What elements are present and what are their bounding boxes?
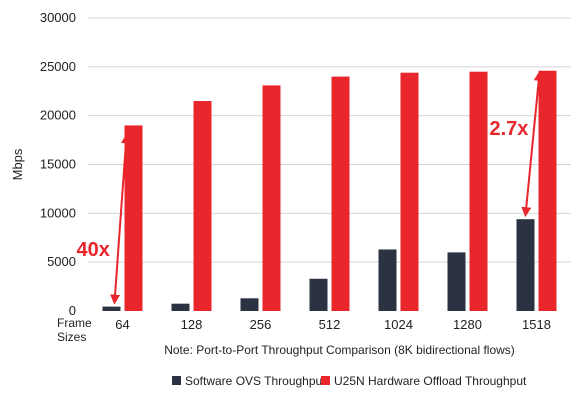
legend: Software OVS Throughput U25N Hardware Off… xyxy=(172,374,527,388)
bar-u25n-offload xyxy=(193,101,212,312)
bar-u25n-offload xyxy=(262,85,281,311)
x-axis-label-line-2: Sizes xyxy=(57,330,86,344)
bars xyxy=(102,70,557,312)
y-tick-label: 0 xyxy=(69,303,76,318)
y-axis-ticks: 0 5000 10000 15000 20000 25000 30000 xyxy=(40,10,76,318)
bar-software-ovs xyxy=(378,249,397,311)
y-tick-label: 30000 xyxy=(40,10,76,25)
bar-software-ovs xyxy=(309,278,328,311)
gridlines xyxy=(88,17,571,263)
ratio-arrow xyxy=(110,133,131,305)
ratio-arrow xyxy=(521,70,544,218)
legend-swatch xyxy=(172,376,181,385)
bar-u25n-offload xyxy=(538,70,557,312)
y-tick-label: 20000 xyxy=(40,108,76,123)
ratio-annotation: 40x xyxy=(77,239,110,261)
y-axis-label: Mbps xyxy=(10,148,25,180)
x-axis-ticks: 64 128 256 512 1024 1280 1518 xyxy=(115,317,551,332)
bar-software-ovs xyxy=(240,298,259,311)
bar-software-ovs xyxy=(516,219,535,311)
annotations: 40x 2.7x xyxy=(77,70,544,305)
x-tick-label: 64 xyxy=(115,317,129,332)
x-tick-label: 256 xyxy=(250,317,272,332)
x-tick-label: 1280 xyxy=(453,317,482,332)
bar-software-ovs xyxy=(447,252,466,311)
bar-u25n-offload xyxy=(469,71,488,311)
x-tick-label: 1518 xyxy=(522,317,551,332)
bar-u25n-offload xyxy=(331,76,350,311)
legend-label: U25N Hardware Offload Throughput xyxy=(334,374,527,388)
legend-label: Software OVS Throughput xyxy=(185,374,326,388)
x-axis-label-line-1: Frame xyxy=(57,316,92,330)
ratio-annotation: 2.7x xyxy=(490,118,529,140)
x-tick-label: 512 xyxy=(319,317,341,332)
x-tick-label: 128 xyxy=(181,317,203,332)
y-tick-label: 10000 xyxy=(40,205,76,220)
x-tick-label: 1024 xyxy=(384,317,413,332)
legend-swatch xyxy=(321,376,330,385)
y-tick-label: 5000 xyxy=(47,254,76,269)
bar-u25n-offload xyxy=(400,72,419,312)
y-tick-label: 25000 xyxy=(40,59,76,74)
bar-software-ovs xyxy=(171,303,190,311)
bar-software-ovs xyxy=(102,306,121,311)
chart-note: Note: Port-to-Port Throughput Comparison… xyxy=(164,343,515,357)
y-tick-label: 15000 xyxy=(40,157,76,172)
bar-u25n-offload xyxy=(124,125,143,311)
